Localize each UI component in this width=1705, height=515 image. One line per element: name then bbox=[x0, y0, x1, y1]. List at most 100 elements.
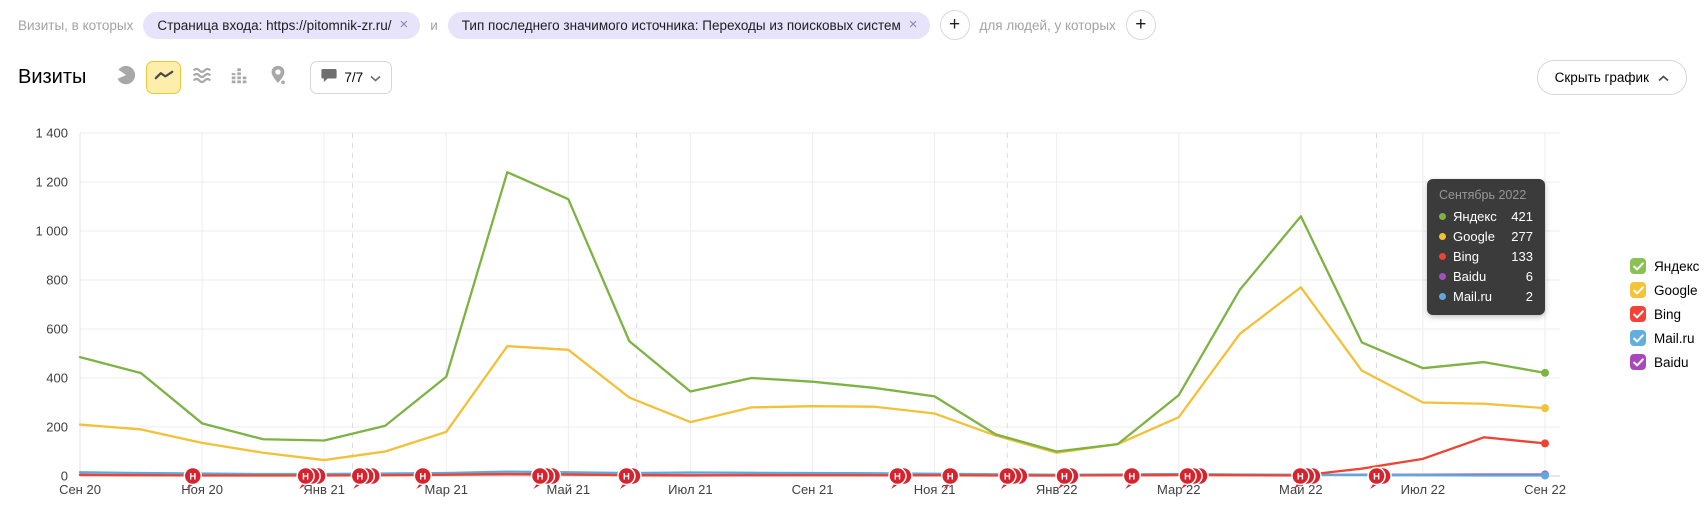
comment-bubble-icon bbox=[321, 68, 337, 86]
filter-conjunction-label: и bbox=[430, 17, 438, 33]
svg-text:Сен 20: Сен 20 bbox=[59, 482, 101, 497]
filter-prefix-label: Визиты, в которых bbox=[18, 17, 134, 33]
series-line-yandex[interactable] bbox=[78, 171, 1547, 453]
svg-text:Н: Н bbox=[1297, 472, 1304, 483]
note-marker[interactable]: Н bbox=[617, 466, 642, 490]
svg-text:Н: Н bbox=[1184, 472, 1191, 483]
legend-label: Mail.ru bbox=[1654, 330, 1695, 346]
series-endpoint-mailru[interactable] bbox=[1541, 471, 1549, 480]
tooltip-series-value: 2 bbox=[1525, 289, 1533, 304]
note-marker[interactable]: Н bbox=[350, 466, 382, 490]
svg-text:Н: Н bbox=[1061, 472, 1068, 483]
chevron-up-icon bbox=[1658, 70, 1669, 85]
svg-text:Н: Н bbox=[1128, 472, 1135, 483]
note-marker[interactable]: Н bbox=[296, 466, 327, 490]
series-endpoint-bing[interactable] bbox=[1541, 439, 1549, 448]
note-marker[interactable]: Н bbox=[888, 466, 913, 490]
svg-text:Сен 22: Сен 22 bbox=[1524, 482, 1566, 497]
tooltip-series-value: 133 bbox=[1511, 249, 1533, 264]
chart-type-pie-button[interactable] bbox=[108, 61, 143, 94]
series-line-google[interactable] bbox=[78, 286, 1547, 462]
svg-text:Н: Н bbox=[356, 472, 363, 483]
svg-text:Н: Н bbox=[189, 472, 196, 483]
stacked-area-icon bbox=[191, 64, 213, 91]
filter-chip-entry-page-label: Страница входа: https://pitomnik-zr.ru/ bbox=[157, 17, 392, 33]
note-marker[interactable]: Н bbox=[1122, 466, 1142, 490]
svg-text:1 400: 1 400 bbox=[35, 126, 68, 141]
add-people-filter-button[interactable]: + bbox=[1125, 10, 1156, 40]
chart-type-map-button[interactable] bbox=[260, 61, 295, 94]
comments-filter-button[interactable]: 7/7 bbox=[310, 60, 393, 94]
tooltip-series-name: Baidu bbox=[1453, 269, 1487, 284]
checkbox-checked-icon[interactable] bbox=[1630, 306, 1646, 322]
line-chart-icon bbox=[153, 64, 175, 91]
legend-label: Bing bbox=[1654, 306, 1682, 322]
series-endpoint-yandex[interactable] bbox=[1541, 368, 1549, 377]
comments-count: 7/7 bbox=[344, 69, 364, 85]
tooltip-series-name: Google bbox=[1453, 229, 1495, 244]
filter-bar: Визиты, в которых Страница входа: https:… bbox=[18, 9, 1156, 41]
close-icon[interactable]: × bbox=[908, 16, 918, 33]
svg-text:Ноя 21: Ноя 21 bbox=[914, 482, 956, 497]
note-marker[interactable]: Н bbox=[1291, 466, 1322, 490]
svg-text:Н: Н bbox=[302, 472, 309, 483]
series-endpoint-google[interactable] bbox=[1541, 404, 1549, 413]
legend-label: Google bbox=[1654, 282, 1698, 298]
svg-text:Янв 22: Янв 22 bbox=[1036, 482, 1078, 497]
tooltip-series-value: 6 bbox=[1525, 269, 1533, 284]
legend-item-yandex[interactable]: Яндекс bbox=[1630, 258, 1699, 274]
series-color-dot bbox=[1439, 273, 1446, 280]
tooltip-series-value: 277 bbox=[1511, 229, 1533, 244]
tooltip-row-yandex: Яндекс 421 bbox=[1439, 209, 1533, 224]
svg-text:Н: Н bbox=[1373, 472, 1380, 483]
add-visit-filter-button[interactable]: + bbox=[939, 10, 970, 40]
note-marker[interactable]: Н bbox=[998, 466, 1029, 490]
legend-item-bing[interactable]: Bing bbox=[1630, 306, 1699, 322]
svg-text:Н: Н bbox=[1004, 472, 1011, 483]
people-filter-label: для людей, у которых bbox=[979, 17, 1116, 33]
legend-item-mailru[interactable]: Mail.ru bbox=[1630, 330, 1699, 346]
note-marker[interactable]: Н bbox=[1055, 466, 1080, 490]
note-marker[interactable]: Н bbox=[413, 466, 433, 490]
note-marker[interactable]: Н bbox=[1367, 466, 1392, 490]
close-icon[interactable]: × bbox=[399, 16, 409, 33]
svg-text:Мар 21: Мар 21 bbox=[424, 482, 468, 497]
hide-chart-button[interactable]: Скрыть график bbox=[1536, 59, 1687, 95]
chart-type-line-button[interactable] bbox=[146, 60, 182, 94]
checkbox-checked-icon[interactable] bbox=[1630, 258, 1646, 274]
note-marker[interactable]: Н bbox=[1178, 466, 1209, 490]
svg-text:Май 22: Май 22 bbox=[1279, 482, 1323, 497]
note-marker[interactable]: Н bbox=[940, 466, 960, 490]
line-chart-canvas[interactable]: 0 200 400 600 800 1 000 1 200 1 400 Сен 20 Ноя 20… bbox=[0, 115, 1705, 515]
checkbox-checked-icon[interactable] bbox=[1630, 282, 1646, 298]
svg-text:1 000: 1 000 bbox=[35, 224, 68, 239]
tooltip-series-name: Bing bbox=[1453, 249, 1480, 264]
filter-chip-entry-page[interactable]: Страница входа: https://pitomnik-zr.ru/ … bbox=[143, 11, 421, 39]
note-marker[interactable]: Н bbox=[183, 466, 203, 490]
checkbox-checked-icon[interactable] bbox=[1630, 354, 1646, 370]
svg-text:Мар 22: Мар 22 bbox=[1157, 482, 1201, 497]
svg-text:Н: Н bbox=[623, 472, 630, 483]
chart-type-stacked-area-button[interactable] bbox=[184, 61, 219, 94]
chart-legend: Яндекс Google Bing Mail.ru Baidu bbox=[1630, 258, 1699, 370]
chart-toolbar: Визиты bbox=[18, 59, 1687, 95]
legend-item-google[interactable]: Google bbox=[1630, 282, 1699, 298]
pie-chart-icon bbox=[115, 64, 137, 91]
tooltip-series-name: Mail.ru bbox=[1453, 289, 1493, 304]
legend-item-baidu[interactable]: Baidu bbox=[1630, 354, 1699, 370]
bar-chart-icon bbox=[229, 64, 251, 91]
svg-text:0: 0 bbox=[61, 469, 68, 484]
svg-text:Июл 22: Июл 22 bbox=[1401, 482, 1445, 497]
svg-text:Н: Н bbox=[894, 472, 901, 483]
note-marker[interactable]: Н bbox=[530, 466, 562, 490]
filter-chip-traffic-source[interactable]: Тип последнего значимого источника: Пере… bbox=[447, 11, 930, 39]
legend-label: Baidu bbox=[1654, 354, 1689, 370]
page-title: Визиты bbox=[18, 65, 87, 88]
legend-label: Яндекс bbox=[1654, 258, 1700, 274]
svg-text:Н: Н bbox=[947, 472, 954, 483]
tooltip-series-value: 421 bbox=[1511, 209, 1533, 224]
series-color-dot bbox=[1439, 293, 1446, 300]
checkbox-checked-icon[interactable] bbox=[1630, 330, 1646, 346]
series-color-dot bbox=[1439, 233, 1446, 240]
chart-type-columns-button[interactable] bbox=[222, 61, 257, 94]
